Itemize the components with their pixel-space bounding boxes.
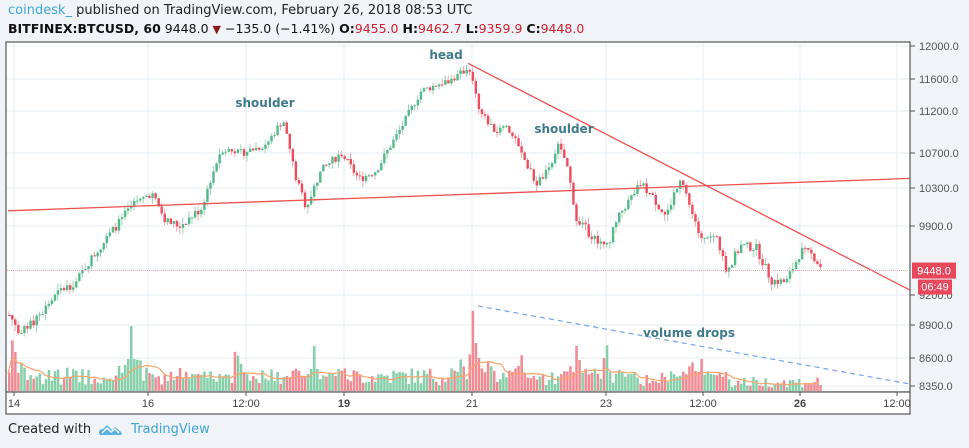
svg-text:9448.0: 9448.0 (917, 266, 951, 278)
svg-text:12:00: 12:00 (232, 398, 260, 410)
symbol-label[interactable]: BITFINEX:BTCUSD, 60 (8, 21, 161, 36)
down-arrow-icon: ▼ (212, 23, 221, 36)
annotation-label: volume drops (643, 326, 735, 340)
svg-text:10700.0: 10700.0 (919, 148, 959, 160)
annotation-label: head (429, 48, 462, 62)
price-tags: 9448.0 06:49 (912, 262, 956, 295)
volume-trendline[interactable] (477, 305, 911, 385)
svg-text:11600.0: 11600.0 (919, 74, 958, 86)
author-link[interactable]: coindesk_ (8, 3, 73, 18)
annotation-label: shoulder (534, 122, 593, 136)
svg-text:21: 21 (466, 398, 478, 410)
svg-text:23: 23 (600, 398, 612, 410)
svg-text:8600.0: 8600.0 (919, 353, 953, 365)
grid-lines (7, 43, 909, 391)
svg-text:14: 14 (8, 398, 20, 410)
annotations: shoulder head shoulder volume drops (235, 48, 735, 340)
low-value: 9359.9 (478, 21, 523, 36)
svg-text:10300.0: 10300.0 (919, 183, 959, 195)
svg-text:8350.0: 8350.0 (919, 381, 953, 393)
trendlines[interactable] (7, 62, 911, 385)
close-label: C: (526, 21, 541, 36)
created-with-text: Created with (8, 422, 92, 437)
time-axis-labels: 14 16 12:00 19 21 23 12:00 26 12:00 (8, 392, 911, 410)
volume-bars (8, 310, 822, 391)
svg-text:06:49: 06:49 (921, 282, 949, 294)
high-label: H: (402, 21, 418, 36)
tradingview-link[interactable]: TradingView (131, 422, 210, 437)
svg-text:12:00: 12:00 (689, 398, 717, 410)
published-text: published on TradingView.com, February 2… (72, 3, 473, 18)
footer: Created with TradingView (8, 422, 210, 437)
low-label: L: (465, 21, 479, 36)
svg-text:16: 16 (142, 398, 154, 410)
svg-text:12:00: 12:00 (883, 398, 911, 410)
countdown-tag (918, 279, 952, 295)
open-label: O: (339, 21, 355, 36)
chart-pane[interactable] (5, 41, 911, 393)
svg-text:8900.0: 8900.0 (919, 320, 953, 332)
time-axis[interactable] (5, 391, 911, 415)
publish-info: coindesk_ published on TradingView.com, … (8, 3, 472, 18)
annotation-label: shoulder (235, 96, 294, 110)
svg-text:12000.0: 12000.0 (919, 41, 959, 53)
svg-text:9900.0: 9900.0 (919, 221, 953, 233)
last-price-tag (912, 262, 956, 279)
neckline-trendline[interactable] (7, 177, 911, 212)
high-value: 9462.7 (417, 21, 462, 36)
svg-text:11200.0: 11200.0 (919, 106, 958, 118)
svg-text:26: 26 (794, 398, 806, 410)
volume-moving-average (7, 357, 820, 386)
price-axis[interactable]: 12000.0 11600.0 11200.0 10700.0 10300.0 9900.… (910, 41, 959, 393)
close-value: 9448.0 (540, 21, 585, 36)
last-price: 9448.0 (164, 21, 209, 36)
price-change: −135.0 (−1.41%) (224, 21, 336, 36)
tradingview-cloud-icon (99, 424, 122, 435)
symbol-legend: BITFINEX:BTCUSD, 60 9448.0 ▼ −135.0 (−1.… (8, 21, 584, 36)
open-value: 9455.0 (354, 21, 399, 36)
svg-text:19: 19 (338, 398, 350, 410)
descending-resistance-trendline[interactable] (467, 62, 911, 291)
